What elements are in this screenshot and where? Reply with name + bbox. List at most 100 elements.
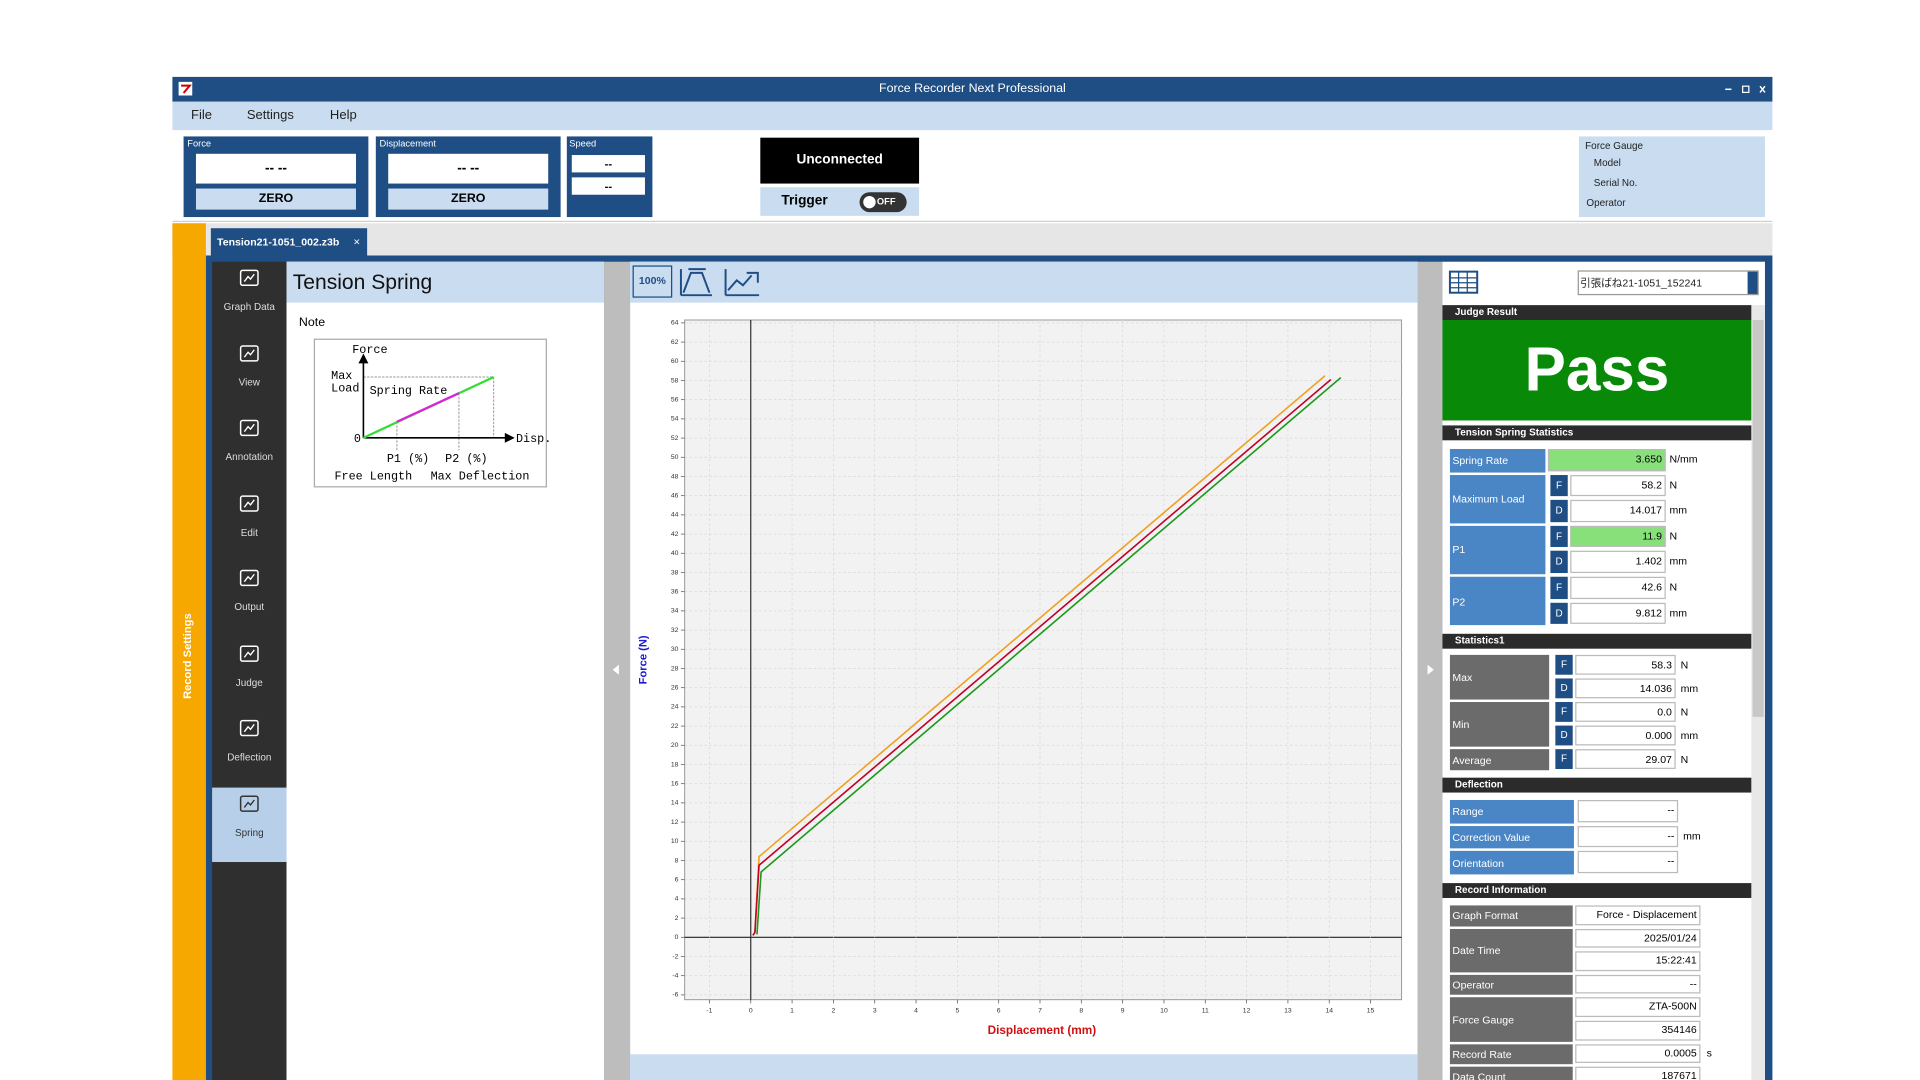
nav-label: Output bbox=[234, 601, 265, 613]
value-unit: N bbox=[1669, 478, 1678, 491]
nav-icon bbox=[239, 494, 259, 512]
nav-icon bbox=[239, 644, 259, 662]
nav-icon bbox=[239, 719, 259, 737]
value-tag: D bbox=[1555, 678, 1573, 699]
value-field: Force - Displacement bbox=[1575, 905, 1701, 925]
value-field: ZTA-500N bbox=[1575, 997, 1701, 1018]
value-field: 0.0005 bbox=[1575, 1043, 1701, 1064]
menu-item[interactable]: Settings bbox=[246, 107, 294, 123]
file-dropdown[interactable] bbox=[1577, 270, 1759, 296]
zero-button[interactable]: ZERO bbox=[195, 188, 356, 210]
row-label: Date Time bbox=[1449, 928, 1573, 973]
table-button[interactable] bbox=[1448, 270, 1479, 295]
tab-bar bbox=[172, 223, 1773, 256]
chart-toolbar bbox=[630, 261, 1418, 303]
diagram-frame bbox=[313, 338, 547, 488]
nav-icon-frame bbox=[239, 569, 259, 587]
app-icon bbox=[178, 81, 193, 96]
record-settings-label: Record Settings bbox=[181, 613, 194, 699]
value-field: 14.017 bbox=[1570, 500, 1666, 522]
free-length-label: Free Length bbox=[334, 469, 412, 483]
rate-segment bbox=[396, 392, 460, 423]
zoom-button[interactable]: 100% bbox=[632, 265, 673, 298]
row-label: Data Count bbox=[1449, 1066, 1573, 1080]
section-header: Tension Spring Statistics bbox=[1442, 425, 1752, 441]
meter-value: -- -- bbox=[195, 153, 356, 184]
nav-icon-glyph bbox=[243, 273, 255, 282]
collapse-left[interactable] bbox=[611, 664, 621, 675]
section-header: Deflection bbox=[1442, 777, 1752, 793]
speed-value: -- bbox=[571, 177, 645, 195]
p1-label: P1 (%) bbox=[387, 452, 429, 466]
value-tag: D bbox=[1550, 551, 1568, 574]
axes bbox=[362, 358, 510, 439]
nav-icon-glyph bbox=[243, 573, 255, 583]
scroll-thumb[interactable] bbox=[1752, 319, 1764, 717]
fit-button[interactable] bbox=[677, 265, 714, 297]
menu-item[interactable]: Help bbox=[329, 107, 357, 123]
value-tag: F bbox=[1550, 525, 1568, 548]
settings-title: Tension Spring bbox=[292, 270, 433, 294]
row-label: Record Rate bbox=[1449, 1043, 1573, 1065]
nav-icon bbox=[239, 344, 259, 362]
nav-label: Deflection bbox=[227, 751, 272, 763]
value-unit: N/mm bbox=[1669, 452, 1698, 466]
value-tag: F bbox=[1550, 474, 1568, 497]
row-label: Correction Value bbox=[1449, 825, 1574, 849]
row-label: Graph Format bbox=[1449, 905, 1573, 927]
close-button[interactable] bbox=[1759, 85, 1766, 93]
maximize-button[interactable] bbox=[1742, 85, 1750, 94]
nav-label: View bbox=[238, 376, 260, 388]
section-header: Statistics1 bbox=[1442, 633, 1752, 649]
value-unit: N bbox=[1680, 752, 1689, 766]
max-load-label: Load bbox=[331, 381, 359, 395]
nav-item[interactable] bbox=[212, 786, 287, 862]
file-tab[interactable] bbox=[210, 228, 368, 256]
nav-icon-glyph bbox=[243, 798, 255, 808]
value-field: 58.3 bbox=[1575, 654, 1676, 675]
max-load-label: Max bbox=[331, 369, 352, 383]
nav-icon-frame bbox=[239, 719, 259, 737]
row-label: P2 bbox=[1449, 576, 1546, 626]
chart-area bbox=[630, 261, 1418, 1080]
force-label: Force bbox=[352, 343, 387, 357]
gauge-info-label: Serial No. bbox=[1593, 177, 1638, 189]
value-unit: mm bbox=[1669, 606, 1688, 619]
value-tag: D bbox=[1555, 725, 1573, 746]
file-tab-name: Tension21-1051_002.z3b bbox=[217, 235, 340, 249]
meter-label: Displacement bbox=[379, 137, 436, 149]
nav-icon-frame bbox=[239, 494, 259, 512]
nav-label: Judge bbox=[235, 676, 263, 688]
toggle-knob bbox=[863, 195, 876, 209]
graph-button[interactable] bbox=[722, 265, 762, 297]
file-tab-close[interactable]: × bbox=[353, 235, 361, 249]
gauge-info-label: Model bbox=[1593, 157, 1621, 169]
nav-column bbox=[212, 261, 287, 1080]
value-field: -- bbox=[1577, 851, 1679, 874]
nav-icon-frame bbox=[239, 794, 259, 812]
value-field: -- bbox=[1577, 799, 1679, 822]
speed-panel bbox=[566, 136, 653, 218]
nav-icon-glyph bbox=[243, 723, 255, 733]
chart-footer bbox=[630, 1054, 1418, 1080]
arrow-right bbox=[1427, 664, 1434, 675]
gauge-info bbox=[1578, 136, 1765, 218]
icon-bg bbox=[178, 81, 193, 96]
nav-icon bbox=[239, 569, 259, 587]
value-field: -- bbox=[1575, 974, 1701, 994]
value-field: 29.07 bbox=[1575, 749, 1676, 769]
row-label: P1 bbox=[1449, 525, 1546, 575]
record-settings-strip[interactable] bbox=[172, 223, 206, 1080]
trigger-label: Trigger bbox=[781, 193, 828, 209]
max-deflection-label: Max Deflection bbox=[431, 469, 530, 483]
collapse-right[interactable] bbox=[1425, 664, 1435, 675]
nav-icon bbox=[239, 269, 259, 287]
zero-button[interactable]: ZERO bbox=[388, 188, 549, 210]
dropdown-arrow[interactable] bbox=[1747, 271, 1758, 294]
value-field: 9.812 bbox=[1570, 602, 1666, 625]
value-tag: D bbox=[1550, 602, 1568, 625]
menu-item[interactable]: File bbox=[191, 107, 212, 123]
fit-icon bbox=[679, 268, 712, 297]
